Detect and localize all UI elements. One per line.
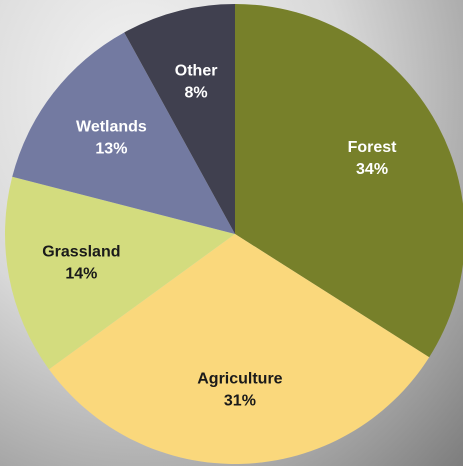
slice-value-label: 8%	[185, 85, 208, 102]
page: Forest 34% Agriculture 31% Grassland 14% Wetla…	[0, 0, 463, 466]
slice-value-label: 31%	[224, 393, 256, 410]
slice-label: Wetlands	[76, 118, 147, 135]
slice-value-label: 34%	[356, 161, 388, 178]
slice-label: Agriculture	[197, 371, 282, 388]
slice-label: Forest	[348, 139, 398, 156]
slice-value-label: 14%	[65, 266, 97, 283]
slice-label: Other	[175, 63, 218, 80]
slice-value-label: 13%	[95, 140, 127, 157]
slice-label: Grassland	[42, 244, 120, 261]
pie-chart: Forest 34% Agriculture 31% Grassland 14% Wetla…	[0, 0, 463, 466]
